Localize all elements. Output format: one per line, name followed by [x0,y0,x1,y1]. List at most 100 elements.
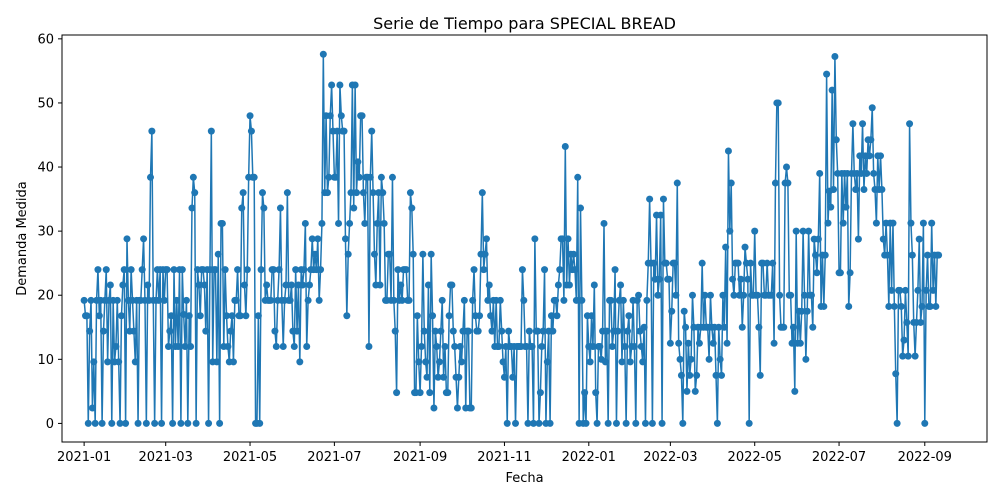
data-point [872,219,880,227]
data-point [465,327,472,335]
data-point [184,419,192,427]
data-point [625,312,633,320]
data-point [686,371,694,379]
data-point [868,104,876,112]
y-tick-label: 60 [37,32,54,47]
y-tick-label: 40 [37,161,54,176]
data-point [767,291,775,299]
data-point [426,389,434,397]
data-point [593,419,601,427]
data-point [394,266,402,274]
data-point [430,404,438,412]
data-point [434,373,442,381]
data-point [369,189,377,197]
data-point [626,358,634,366]
data-point [87,296,95,304]
x-axis-ticks: 2021-01 2021-03 2021-05 2021-07 2021-09 2021-… [57,442,952,465]
data-point [607,296,615,304]
data-point [386,250,394,258]
data-point [885,302,893,310]
data-point [368,127,376,135]
data-point [727,179,735,187]
data-point [250,173,258,181]
data-point [301,219,309,227]
data-point [565,281,573,289]
x-tick-label: 2022-01 [562,450,616,465]
y-axis-ticks: 0 10 20 30 40 50 60 [37,32,62,432]
data-point [803,307,811,315]
data-point [304,296,312,304]
data-point [525,327,533,335]
data-point [751,227,759,235]
data-point [928,219,936,227]
x-axis-title: Fecha [505,471,543,486]
x-tick-label: 2022-07 [812,450,866,465]
data-point [538,343,546,350]
data-point [720,323,728,331]
data-point [770,339,778,347]
data-point [247,127,255,135]
data-point [564,235,572,243]
data-point [488,327,496,335]
data-point [906,120,914,128]
data-point [478,189,486,197]
data-point [422,358,430,366]
data-point [173,296,181,304]
data-point [228,312,236,320]
data-point [444,389,452,397]
data-point [86,327,94,335]
data-point [883,251,891,259]
data-point [413,312,421,320]
data-point [662,259,670,267]
data-point [187,343,195,350]
data-point [350,204,358,212]
data-point [812,251,820,259]
data-point [84,419,92,427]
data-point [115,358,123,366]
data-point [337,112,345,120]
data-point [207,127,215,135]
data-point [99,327,107,335]
data-point [830,185,838,193]
data-point [496,296,504,304]
data-point [104,358,112,366]
data-point [740,291,748,299]
data-point [520,296,528,304]
data-point [373,219,381,227]
data-point [182,296,190,304]
data-point [448,281,456,289]
data-point [549,327,557,335]
data-point [482,235,490,243]
data-point [166,327,174,335]
data-point [318,219,326,227]
data-point [340,127,348,135]
data-point [799,227,807,235]
data-point [852,185,860,193]
data-point [332,173,340,181]
data-point [260,204,268,212]
data-point [388,173,396,181]
data-point [734,259,742,267]
data-point [185,312,193,320]
data-point [358,112,366,120]
data-point [646,195,654,203]
data-point [792,227,800,235]
data-point [328,81,336,89]
data-point [592,389,600,397]
data-point [839,219,847,227]
data-point [437,327,445,335]
data-point [655,275,663,283]
data-point [622,419,630,427]
data-point [202,327,210,335]
data-point [827,203,835,211]
data-point [619,296,627,304]
data-point [783,163,791,171]
data-point [325,173,333,181]
data-point [391,327,399,335]
data-point [377,173,385,181]
y-tick-label: 50 [37,96,54,111]
data-point [570,250,578,258]
data-point [546,419,554,427]
data-point [831,52,839,60]
data-point [112,343,120,350]
